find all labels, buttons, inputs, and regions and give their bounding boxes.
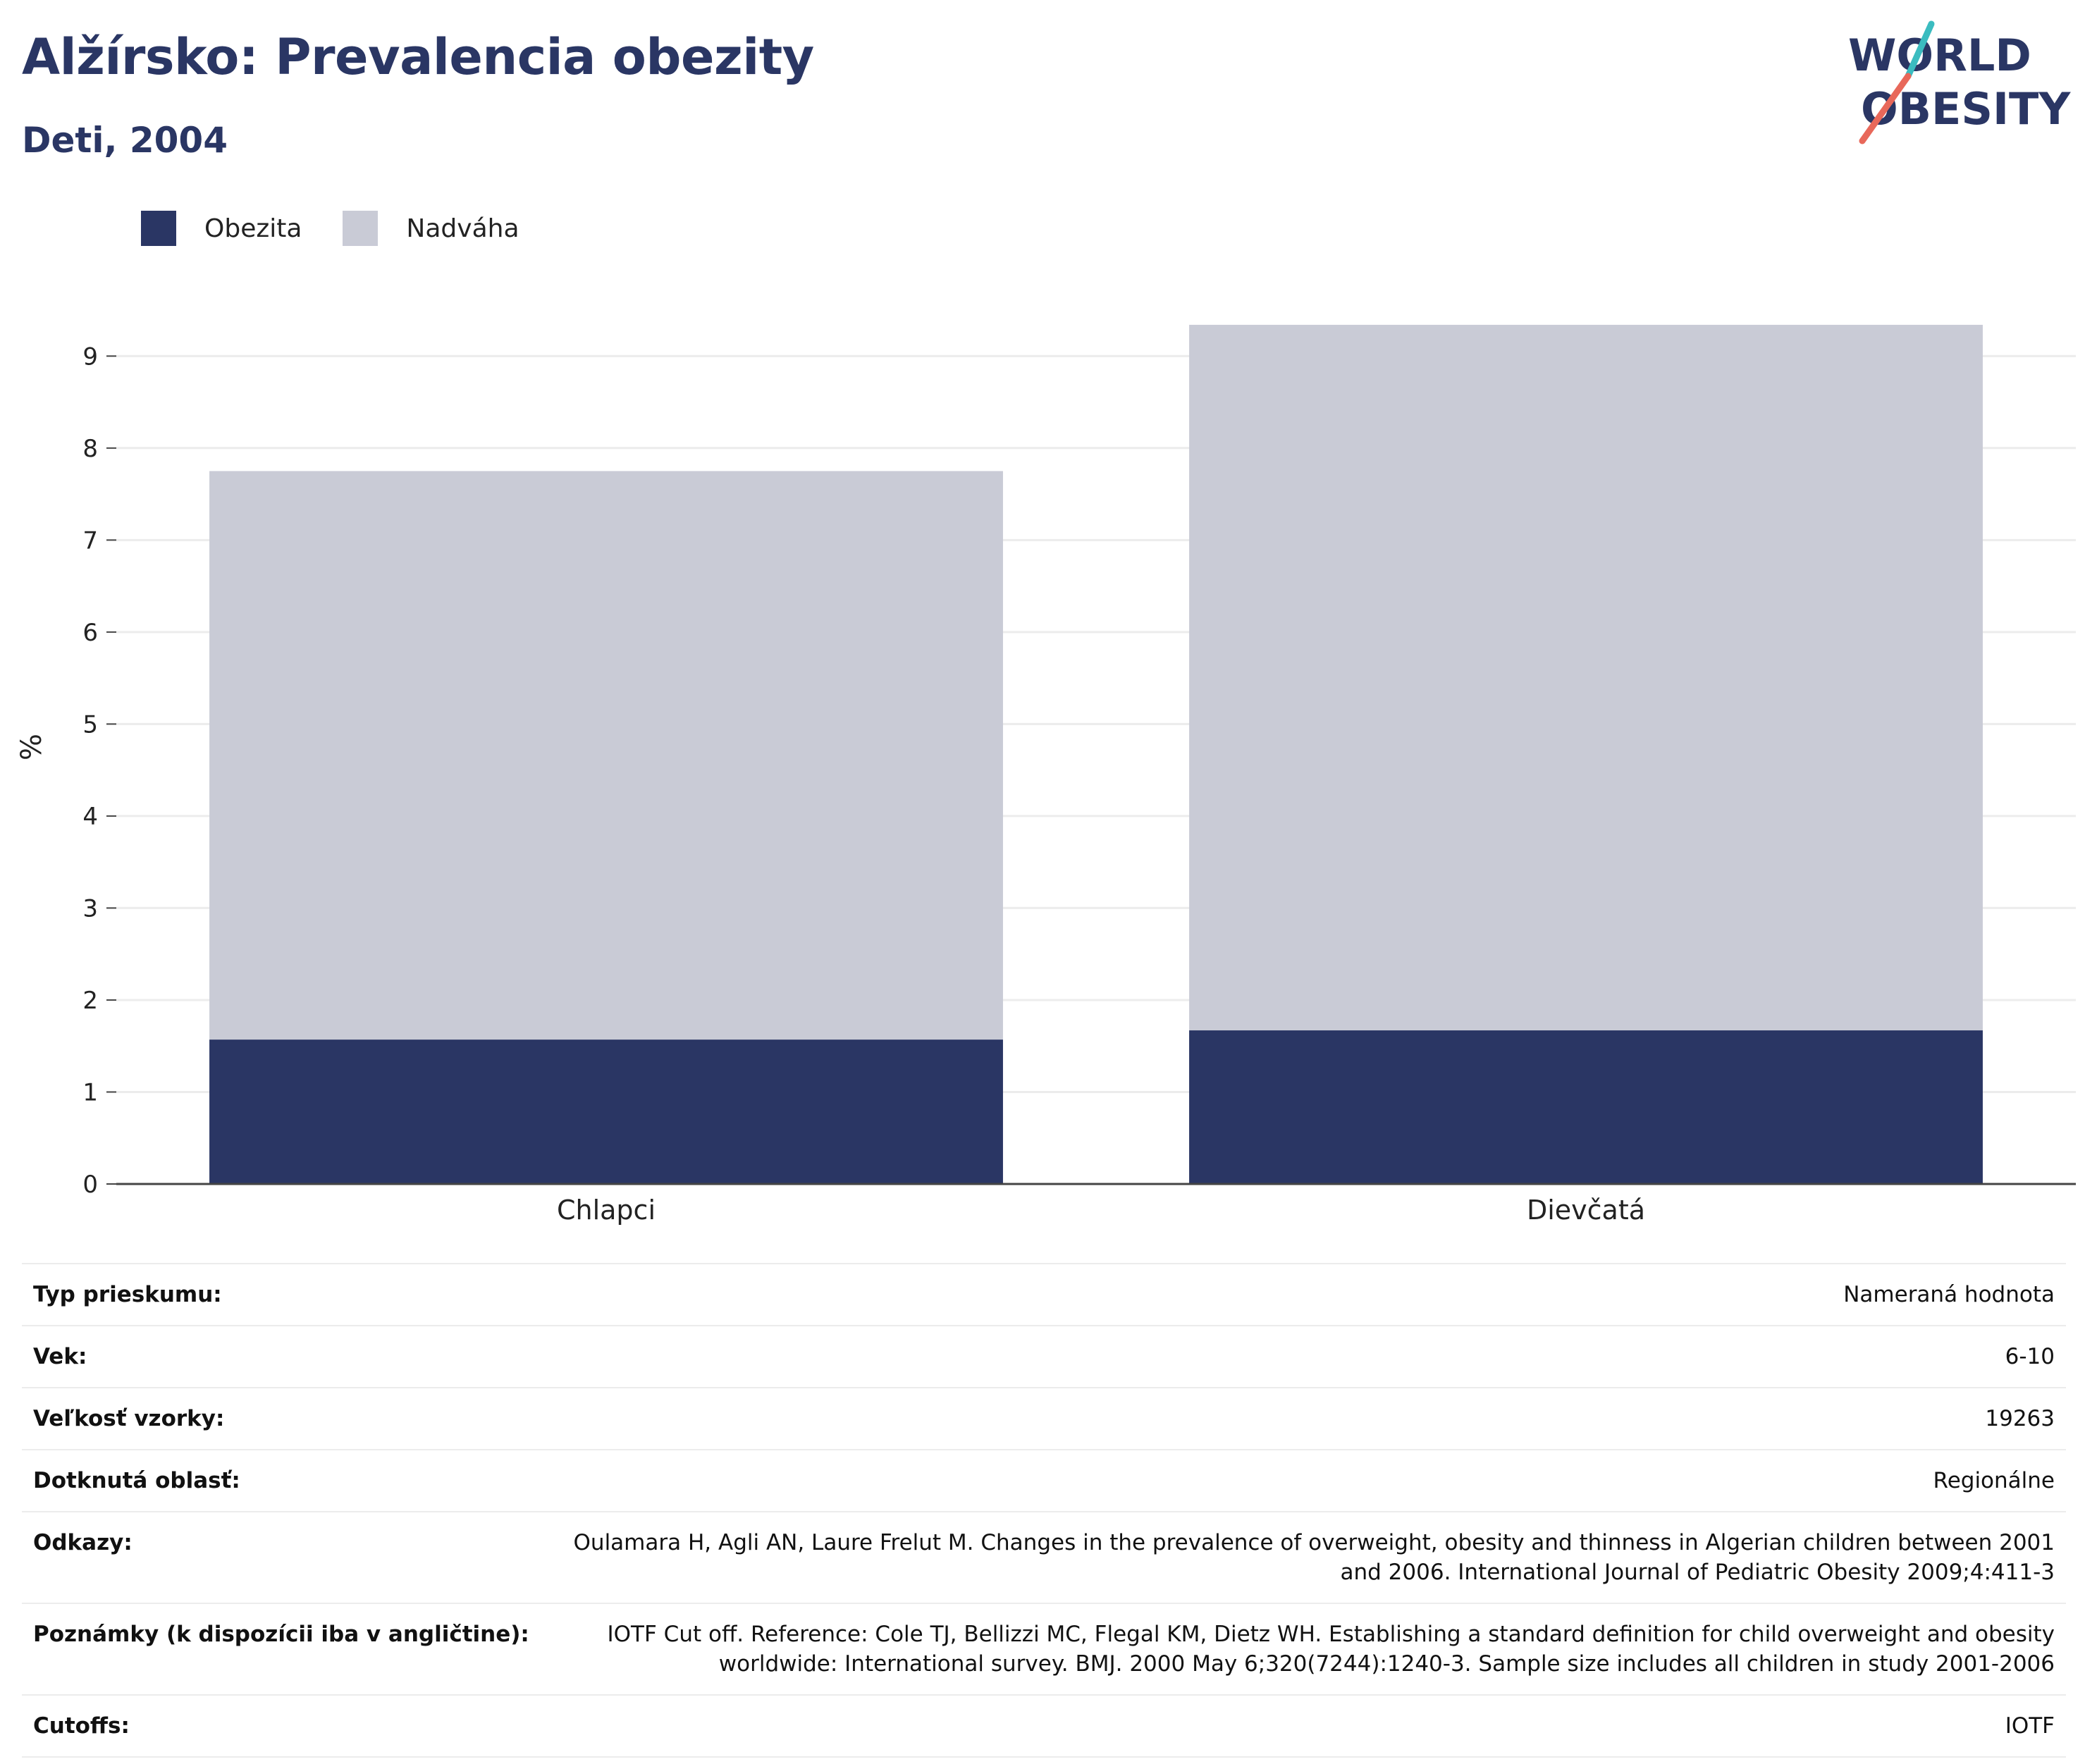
logo-slash-bottom (1859, 73, 1912, 144)
legend-label-overweight: Nadváha (406, 214, 519, 243)
axes: 0 1 2 3 4 5 6 7 8 9 Chlapci Dievčatá% (16, 343, 2076, 1226)
y-tick-label: 0 (82, 1171, 98, 1199)
info-label: Typ prieskumu: (33, 1282, 222, 1307)
info-label: Poznámky (k dispozícii iba v angličtine)… (33, 1622, 529, 1647)
legend-item-overweight[interactable]: Nadváha (343, 211, 519, 246)
info-row-references: Odkazy: Oulamara H, Agli AN, Laure Frelu… (22, 1512, 2066, 1603)
bars (209, 324, 1983, 1184)
info-row-age: Vek: 6-10 (22, 1326, 2066, 1388)
info-value: 6-10 (2005, 1344, 2055, 1369)
legend-label-obesity: Obezita (204, 214, 302, 243)
logo-line-1: WORLD (1848, 30, 2031, 81)
world-obesity-logo: WORLD OBESITY (1848, 20, 2071, 144)
survey-info-table: Typ prieskumu: Nameraná hodnota Vek: 6-1… (22, 1263, 2066, 1758)
info-row-sample-size: Veľkosť vzorky: 19263 (22, 1388, 2066, 1450)
y-tick-label: 3 (82, 894, 98, 923)
logo-line-2: OBESITY (1861, 83, 2071, 135)
y-tick-label: 5 (82, 710, 98, 739)
info-value: Nameraná hodnota (1843, 1282, 2055, 1307)
info-label: Vek: (33, 1344, 87, 1369)
info-value: IOTF (2005, 1713, 2055, 1739)
bar-obesity-1 (1189, 1030, 1983, 1184)
y-tick-label: 9 (82, 343, 98, 371)
info-row-survey-type: Typ prieskumu: Nameraná hodnota (22, 1264, 2066, 1326)
info-row-cutoffs: Cutoffs: IOTF (22, 1695, 2066, 1757)
y-tick-label: 2 (82, 987, 98, 1015)
chart-title: Alžírsko: Prevalencia obezity (22, 28, 814, 86)
info-row-area: Dotknutá oblasť: Regionálne (22, 1450, 2066, 1512)
legend-item-obesity[interactable]: Obezita (141, 211, 302, 246)
bar-chart: 0 1 2 3 4 5 6 7 8 9 Chlapci Dievčatá% (16, 324, 2076, 1226)
info-value: IOTF Cut off. Reference: Cole TJ, Belliz… (607, 1622, 2055, 1677)
info-value: 19263 (1985, 1406, 2055, 1431)
bar-overweight-0 (209, 471, 1003, 1040)
bar-obesity-0 (209, 1040, 1003, 1184)
legend-swatch-obesity (141, 211, 176, 246)
y-tick-label: 1 (82, 1078, 98, 1106)
y-axis-label: % (16, 734, 48, 760)
y-tick-label: 6 (82, 619, 98, 647)
y-tick-label: 4 (82, 803, 98, 831)
y-tick-label: 8 (82, 435, 98, 463)
x-tick-label: Dievčatá (1527, 1195, 1645, 1226)
bar-overweight-1 (1189, 324, 1983, 1031)
info-label: Dotknutá oblasť: (33, 1468, 240, 1493)
info-label: Cutoffs: (33, 1713, 130, 1739)
chart-subtitle: Deti, 2004 (22, 120, 228, 161)
info-label: Veľkosť vzorky: (33, 1406, 225, 1431)
x-tick-label: Chlapci (557, 1195, 656, 1226)
logo-slash-top (1905, 20, 1935, 80)
legend-swatch-overweight (343, 211, 379, 246)
info-value: Regionálne (1933, 1468, 2055, 1493)
chart-legend: Obezita Nadváha (141, 209, 560, 248)
y-tick-label: 7 (82, 526, 98, 555)
info-value: Oulamara H, Agli AN, Laure Frelut M. Cha… (573, 1530, 2055, 1585)
info-label: Odkazy: (33, 1530, 133, 1555)
info-row-notes: Poznámky (k dispozícii iba v angličtine)… (22, 1603, 2066, 1695)
